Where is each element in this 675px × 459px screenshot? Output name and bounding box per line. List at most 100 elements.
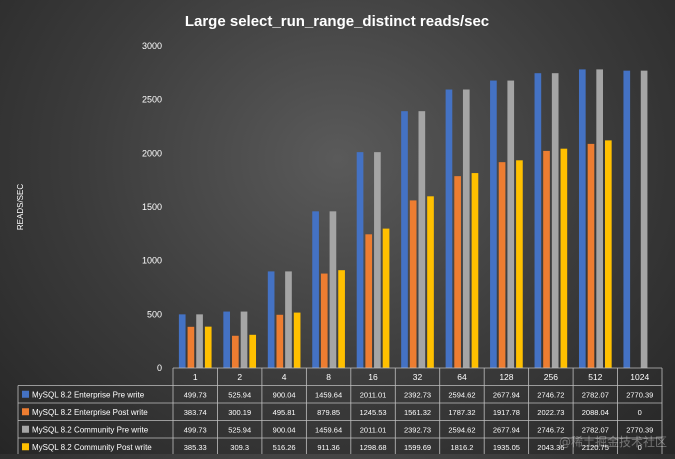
data-label: 1459.64 — [315, 390, 342, 399]
legend-swatch — [22, 408, 29, 416]
bar — [232, 335, 239, 368]
bar — [445, 89, 453, 368]
bar — [604, 140, 612, 368]
data-label: 1816.2 — [450, 443, 473, 452]
y-tick-label: 1000 — [142, 256, 162, 266]
data-label: 2770.39 — [626, 390, 653, 399]
data-label: 1599.69 — [404, 443, 431, 452]
y-tick-label: 1500 — [142, 202, 162, 212]
x-tick-label: 64 — [457, 372, 467, 382]
bar — [196, 314, 203, 368]
legend-entry: MySQL 8.2 Community Pre write — [32, 425, 149, 434]
data-label: 2594.62 — [448, 425, 475, 434]
bar — [187, 326, 195, 368]
y-tick-label: 3000 — [142, 41, 162, 51]
bar — [551, 73, 559, 368]
bar — [409, 200, 417, 368]
data-label: 2746.72 — [537, 425, 564, 434]
bar — [267, 271, 275, 368]
data-label: 879.85 — [317, 408, 340, 417]
x-tick-label: 8 — [326, 372, 331, 382]
data-label: 2677.94 — [493, 425, 520, 434]
data-label: 1298.68 — [359, 443, 386, 452]
bar — [462, 89, 470, 368]
data-label: 499.73 — [184, 425, 207, 434]
x-tick-label: 16 — [368, 372, 378, 382]
data-label: 2770.39 — [626, 425, 653, 434]
data-label: 300.19 — [228, 408, 251, 417]
chart-title: Large select_run_range_distinct reads/se… — [185, 13, 489, 30]
bar — [490, 80, 497, 368]
data-label: 1917.78 — [493, 408, 520, 417]
bar — [454, 176, 461, 368]
bar — [578, 69, 586, 368]
bar — [534, 73, 542, 368]
data-label: 1245.53 — [359, 408, 386, 417]
bar — [249, 334, 257, 368]
bar — [401, 111, 408, 369]
data-label: 1787.32 — [448, 408, 475, 417]
data-label: 0 — [638, 443, 642, 452]
bar — [312, 211, 319, 368]
bar — [223, 311, 231, 368]
bar — [338, 270, 345, 368]
data-label: 2043.36 — [537, 443, 564, 452]
data-label: 385.33 — [184, 443, 207, 452]
y-tick-label: 2500 — [142, 95, 162, 105]
data-label: 2022.73 — [537, 408, 564, 417]
data-label: 2011.01 — [360, 390, 387, 399]
data-label: 2392.73 — [404, 390, 431, 399]
bar — [418, 111, 426, 369]
x-tick-label: 128 — [499, 372, 513, 382]
y-axis-label: READS/SEC — [16, 184, 25, 230]
data-label: 309.3 — [230, 443, 249, 452]
data-label: 1935.05 — [493, 443, 520, 452]
data-label: 383.74 — [184, 408, 207, 417]
legend-swatch — [22, 443, 29, 451]
data-label: 2011.01 — [360, 425, 387, 434]
watermark-text: @稀土掘金技术社区 — [558, 435, 667, 449]
data-label: 525.94 — [228, 425, 251, 434]
bar — [507, 80, 515, 368]
bar — [320, 273, 328, 368]
bar — [240, 311, 248, 368]
y-tick-label: 500 — [147, 309, 162, 319]
bar — [365, 234, 373, 368]
bar — [596, 69, 603, 368]
data-label: 2782.07 — [582, 390, 609, 399]
x-tick-label: 1 — [193, 372, 198, 382]
data-label: 1561.32 — [404, 408, 431, 417]
data-label: 2088.04 — [582, 408, 609, 417]
data-label: 2677.94 — [493, 390, 520, 399]
x-tick-label: 512 — [588, 372, 602, 382]
data-label: 2746.72 — [537, 390, 564, 399]
x-tick-label: 1024 — [630, 372, 649, 382]
bar — [640, 70, 648, 368]
legend-entry: MySQL 8.2 Enterprise Post write — [32, 408, 148, 417]
bar — [382, 228, 390, 368]
bar — [543, 150, 550, 368]
x-tick-label: 256 — [544, 372, 558, 382]
data-label: 516.26 — [273, 443, 296, 452]
bar — [516, 160, 523, 368]
x-tick-label: 4 — [282, 372, 287, 382]
bar — [204, 326, 212, 368]
x-tick-label: 2 — [237, 372, 242, 382]
data-label: 2120.75 — [582, 443, 609, 452]
x-tick-label: 32 — [413, 372, 423, 382]
bar — [329, 211, 337, 368]
data-label: 900.04 — [273, 390, 296, 399]
data-label: 0 — [638, 408, 642, 417]
data-label: 499.73 — [184, 390, 207, 399]
bar — [587, 143, 595, 368]
bar — [285, 271, 292, 368]
y-tick-label: 2000 — [142, 148, 162, 158]
bar — [276, 314, 284, 368]
legend-entry: MySQL 8.2 Community Post write — [32, 443, 152, 452]
bar — [293, 312, 301, 368]
bar — [178, 314, 186, 368]
bar — [356, 152, 364, 368]
y-tick-label: 0 — [157, 363, 162, 373]
